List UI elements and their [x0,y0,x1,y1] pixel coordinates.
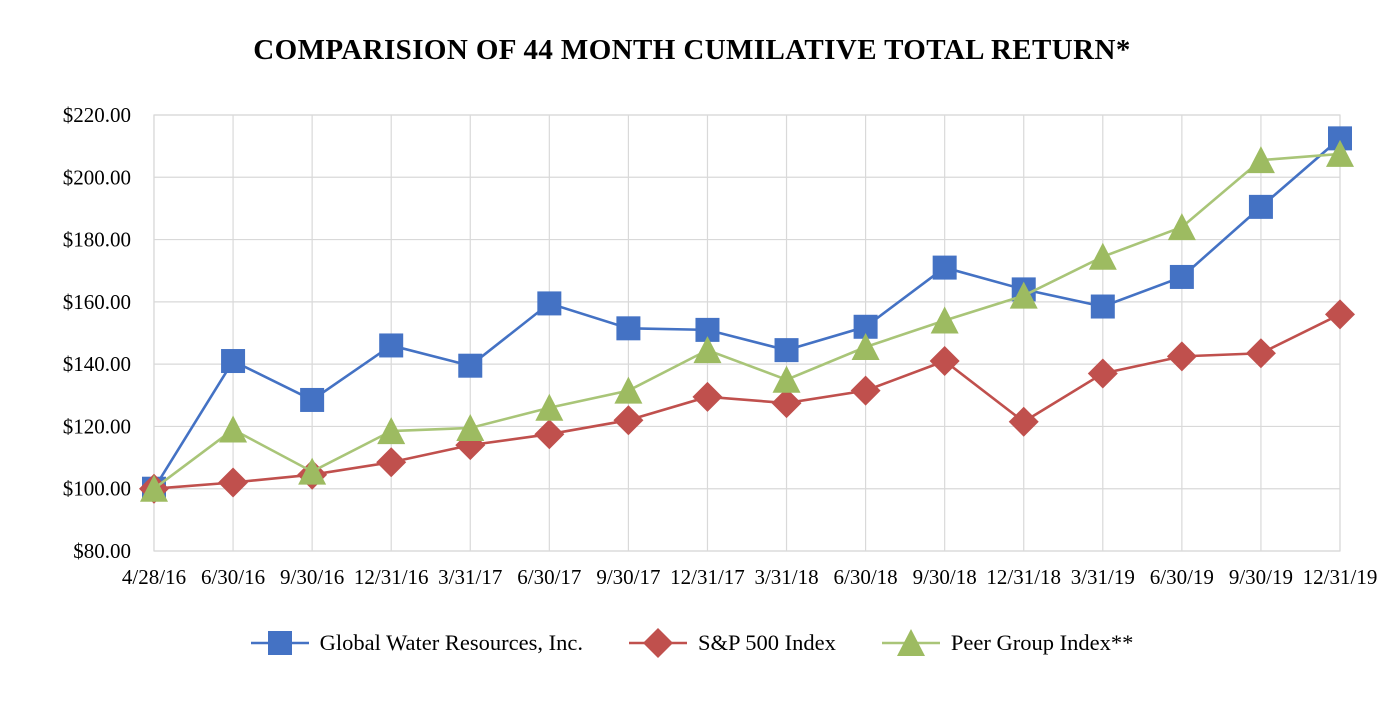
y-axis-labels: $80.00 $100.00 $120.00 $140.00 $160.00 $180.0… [63,103,131,563]
svg-text:$80.00: $80.00 [73,539,131,563]
svg-text:12/31/19: 12/31/19 [1303,565,1378,589]
legend-marker-square-icon [250,631,309,655]
svg-text:$140.00: $140.00 [63,352,131,376]
svg-text:12/31/17: 12/31/17 [670,565,745,589]
series-triangle [140,139,1354,502]
legend-item-label: Global Water Resources, Inc. [319,630,583,655]
svg-text:$200.00: $200.00 [63,165,131,189]
svg-text:$220.00: $220.00 [63,103,131,127]
series-square [142,126,1352,501]
svg-text:6/30/19: 6/30/19 [1150,565,1214,589]
svg-text:$160.00: $160.00 [63,290,131,314]
svg-text:6/30/18: 6/30/18 [834,565,898,589]
svg-text:$100.00: $100.00 [63,477,131,501]
legend-item-peer-group: Peer Group Index** [881,626,1134,660]
svg-text:9/30/17: 9/30/17 [596,565,660,589]
svg-text:4/28/16: 4/28/16 [122,565,186,589]
gridlines [153,114,1341,552]
legend-marker-diamond-icon [628,628,687,658]
legend-item-global-water: Global Water Resources, Inc. [250,626,583,660]
chart-title: COMPARISION OF 44 MONTH CUMILATIVE TOTAL… [253,34,1131,66]
legend-marker-triangle-icon [881,629,940,656]
svg-text:9/30/16: 9/30/16 [280,565,344,589]
legend-item-label: Peer Group Index** [950,630,1134,655]
legend-item-sp500: S&P 500 Index [628,626,836,660]
svg-text:12/31/18: 12/31/18 [986,565,1061,589]
svg-text:$180.00: $180.00 [63,228,131,252]
svg-text:3/31/17: 3/31/17 [438,565,502,589]
svg-text:$120.00: $120.00 [63,414,131,438]
chart-legend: Global Water Resources, Inc. S&P 500 Ind… [0,626,1384,660]
svg-text:6/30/17: 6/30/17 [517,565,581,589]
svg-text:6/30/16: 6/30/16 [201,565,265,589]
plot-border [153,114,1341,552]
legend-item-label: S&P 500 Index [697,630,836,655]
line-chart: $80.00 $100.00 $120.00 $140.00 $160.00 $180.0… [63,103,1378,589]
svg-text:9/30/19: 9/30/19 [1229,565,1293,589]
x-axis-labels: 4/28/16 6/30/16 9/30/16 12/31/16 3/31/17 6/30… [122,565,1377,589]
svg-text:9/30/18: 9/30/18 [913,565,977,589]
svg-text:12/31/16: 12/31/16 [354,565,429,589]
svg-text:3/31/19: 3/31/19 [1071,565,1135,589]
svg-text:3/31/18: 3/31/18 [754,565,818,589]
